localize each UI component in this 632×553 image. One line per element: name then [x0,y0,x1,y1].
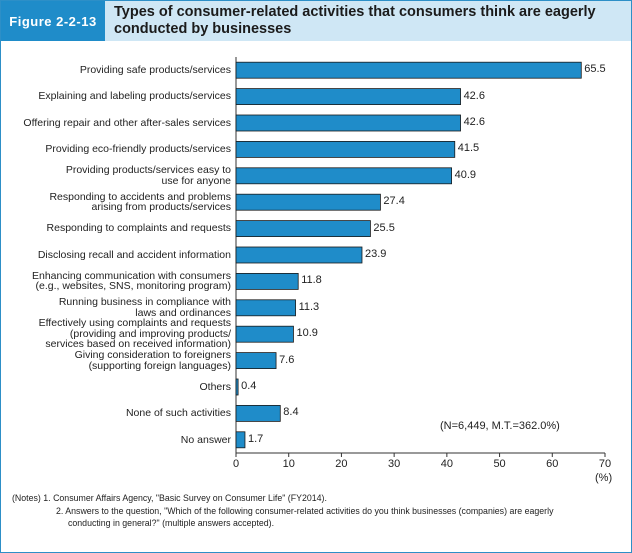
bar-value-label: 25.5 [373,221,395,234]
category-label: Providing safe products/services [6,65,231,76]
category-label-line: No answer [180,433,231,446]
x-tick-label: 40 [440,458,453,470]
category-label: Explaining and labeling products/service… [6,91,231,102]
category-label-line: services based on received information) [45,338,231,351]
bar-value-label: 65.5 [584,63,606,76]
category-label: Disclosing recall and accident informati… [6,250,231,261]
x-tick-label: 20 [335,458,348,470]
bar-value-label: 1.7 [247,432,264,445]
x-tick-label: 10 [282,458,295,470]
category-label: Giving consideration to foreigners (suppo… [6,350,231,371]
bar [235,299,296,317]
bar-value-label: 7.6 [279,353,295,366]
bar-value-label: 11.3 [298,300,320,313]
category-label: Providing products/services easy to use f… [6,165,231,186]
category-label: No answer [6,435,231,446]
figure-title: Types of consumer-related activities tha… [114,4,596,37]
bar [235,272,299,290]
category-label: None of such activities [6,408,231,419]
category-label-line: use for anyone [161,174,231,187]
bar-value-label: 42.6 [463,89,485,102]
bar-value-label: 41.5 [457,142,480,155]
bar [235,325,294,343]
category-label-line: (e.g., websites, SNS, monitoring program… [35,280,232,293]
bar [235,352,277,370]
bar [235,378,239,396]
category-label: Responding to accidents and problems aris… [6,192,231,213]
bar-value-label: 40.9 [454,168,477,181]
bar [235,404,281,422]
category-label: Enhancing communication with consumers (e… [6,271,231,292]
category-label: Responding to complaints and requests [6,223,231,234]
x-tick-label: 30 [388,458,401,470]
x-tick-label: 0 [232,458,240,470]
category-label-line: Disclosing recall and accident informati… [37,248,231,261]
bar-value-label: 23.9 [364,248,387,260]
category-label-line: Offering repair and other after-sales se… [23,116,231,129]
category-label: Offering repair and other after-sales se… [6,118,231,129]
category-label-line: Responding to accidents and problems [49,190,231,203]
category-label-line: Providing safe products/services [79,63,231,76]
bar [235,431,246,449]
category-label-line: Running business in compliance with [58,296,231,309]
category-label-line: Responding to complaints and requests [46,222,231,235]
bar-value-label: 42.6 [463,116,485,128]
category-label: Effectively using complaints and request… [6,318,231,350]
bar [235,61,582,79]
bar-value-label: 11.8 [301,274,322,287]
bar [235,88,461,105]
bar-value-label: 27.4 [383,195,405,208]
category-label-line: Providing products/services easy to [65,164,231,177]
bar-value-label: 0.4 [241,380,257,392]
x-tick-label: 70 [598,458,612,470]
category-label-line: None of such activities [125,407,231,420]
category-label-line: Effectively using complaints and request… [38,317,231,330]
category-label-line: Providing eco-friendly products/services [45,143,231,156]
bar [235,246,363,264]
category-label-line: Enhancing communication with consumers [31,269,231,282]
figure-label: Figure 2-2-13 [1,1,105,41]
bar [235,193,381,211]
bar [235,140,456,158]
sample-size-annotation: (N=6,449, M.T.=362.0%) [440,420,560,432]
category-label-line: (supporting foreign languages) [88,359,231,372]
category-label: Running business in compliance with laws … [6,297,231,318]
x-tick-label: 50 [493,458,506,470]
note-line-2: 2. Answers to the question, "Which of th… [56,505,554,516]
bar [235,220,371,238]
x-tick-label: 60 [546,458,559,470]
note-line-3: conducting in general?" (multiple answer… [68,518,275,528]
figure-header [1,1,631,41]
notes-section: (Notes) 1. Consumer Affairs Agency, "Bas… [12,492,624,530]
category-label: Providing eco-friendly products/services [6,144,231,155]
category-label-line: Others [199,380,231,393]
x-axis-unit: (%) [595,472,613,484]
category-label-line: Explaining and labeling products/service… [38,90,231,103]
note-line-1: (Notes) 1. Consumer Affairs Agency, "Bas… [12,493,327,503]
category-label: Others [6,382,231,393]
bar-value-label: 8.4 [283,406,299,419]
bar-value-label: 10.9 [296,327,318,340]
category-label-line: (providing and improving products/ [69,327,231,340]
category-label-line: arising from products/services [91,201,231,214]
bar [235,114,461,132]
category-label-line: laws and ordinances [135,306,231,319]
bar [235,167,453,185]
category-label-line: Giving consideration to foreigners [74,349,231,362]
